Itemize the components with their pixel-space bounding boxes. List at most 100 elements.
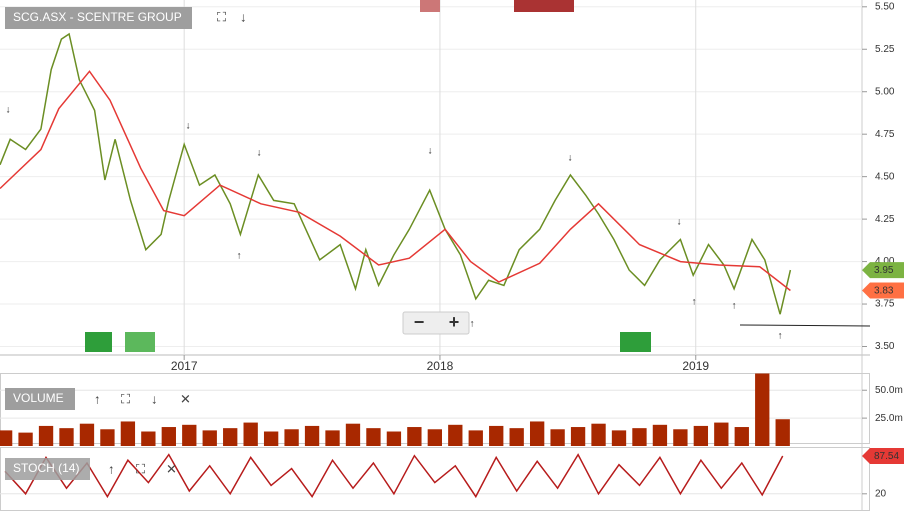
chart-title: SCG.ASX - SCENTRE GROUP — [13, 10, 182, 24]
signal-block — [620, 332, 651, 352]
last-value-label: 3.83 — [874, 286, 894, 297]
y-tick-label: 4.50 — [875, 171, 895, 182]
x-tick-label: 2018 — [427, 359, 454, 373]
value-tag — [862, 447, 904, 464]
zoom-controls[interactable] — [402, 311, 470, 335]
series-line — [0, 70, 791, 292]
volume-bar — [693, 425, 709, 446]
volume-bar — [18, 432, 33, 446]
volume-bar — [223, 428, 238, 446]
volume-bar — [734, 427, 749, 446]
volume-bar — [529, 421, 545, 446]
trend-line — [739, 324, 871, 327]
panel-border — [0, 447, 870, 511]
close-button[interactable]: ✕ — [180, 391, 191, 406]
volume-bar — [591, 423, 606, 446]
title-box — [5, 458, 90, 480]
close-button[interactable]: ✕ — [166, 461, 177, 476]
sell-arrow: ↓ — [257, 148, 262, 159]
expand-button[interactable]: ⛶ — [120, 391, 131, 406]
zoom-out[interactable]: − — [414, 312, 425, 332]
x-tick-label: 2017 — [171, 359, 198, 373]
last-value-label: 3.95 — [874, 265, 894, 276]
volume-bar — [714, 422, 729, 446]
y-tick-label: 3.75 — [875, 299, 895, 310]
y-tick-label: 5.50 — [875, 1, 895, 12]
value-tag — [862, 262, 904, 279]
volume-bar — [100, 429, 115, 446]
up-button[interactable]: ↑ — [108, 461, 115, 476]
signal-block — [420, 0, 440, 12]
y-tick-label: 5.25 — [875, 44, 895, 55]
y-tick-label: 4.00 — [875, 256, 895, 267]
volume-bar — [325, 430, 340, 446]
plot-area: 3.50 3.75 4.00 4.25 4.50 4.75 5.00 5.25 5.50 2017… — [0, 0, 904, 499]
buy-arrow: ↑ — [732, 301, 737, 312]
volume-bar — [448, 424, 463, 446]
volume-bar — [243, 422, 258, 446]
series-line — [4, 453, 784, 499]
volume-bar — [345, 423, 361, 446]
volume-bar — [0, 430, 13, 446]
title-box — [5, 388, 75, 410]
y-tick-label: 20 — [875, 488, 887, 499]
title-box — [5, 7, 192, 29]
buy-arrow: ↑ — [692, 297, 697, 308]
volume-bar — [509, 428, 524, 446]
buy-arrow: ↑ — [778, 331, 783, 342]
sell-arrow: ↓ — [428, 146, 433, 157]
volume-bar — [263, 431, 279, 446]
volume-bar — [386, 431, 402, 446]
volume-bar — [673, 429, 688, 446]
buy-arrow: ↑ — [237, 251, 242, 262]
volume-bar — [611, 430, 627, 446]
signal-block — [514, 0, 574, 12]
series-line — [0, 32, 792, 315]
volume-bar — [632, 428, 647, 446]
signal-block — [85, 332, 112, 352]
volume-bar — [775, 419, 790, 446]
down-button[interactable]: ↓ — [240, 9, 247, 24]
value-tag — [862, 282, 904, 299]
volume-bar — [161, 427, 176, 446]
sell-arrow: ↓ — [677, 217, 682, 228]
volume-bar — [120, 421, 136, 446]
zoom-in[interactable]: + — [449, 312, 460, 332]
volume-bar — [652, 424, 668, 446]
y-tick-label: 25.0m — [875, 413, 903, 424]
volume-bar — [79, 423, 95, 446]
volume-bar — [59, 428, 74, 446]
up-button[interactable]: ↑ — [94, 391, 101, 406]
sell-arrow: ↓ — [568, 153, 573, 164]
y-tick-label: 4.25 — [875, 214, 895, 225]
volume-bar — [202, 430, 217, 446]
volume-bar — [366, 428, 381, 446]
volume-bar — [38, 425, 54, 446]
y-tick-label: 5.00 — [875, 86, 895, 97]
volume-bar — [182, 424, 197, 446]
expand-button[interactable]: ⛶ — [135, 461, 146, 476]
volume-title: VOLUME — [13, 391, 64, 405]
volume-bar — [550, 429, 565, 446]
signal-block — [125, 332, 155, 352]
volume-bar — [427, 429, 442, 446]
volume-bar — [284, 429, 299, 446]
y-tick-label: 50.0m — [875, 385, 903, 396]
x-tick-label: 2019 — [682, 359, 709, 373]
sell-arrow: ↓ — [186, 121, 191, 132]
volume-bar — [468, 430, 483, 446]
volume-bar — [304, 425, 320, 446]
volume-bar — [407, 427, 422, 446]
volume-bar — [755, 373, 770, 446]
volume-bar — [489, 425, 504, 446]
signals: ↓ ↓ ↓ ↓ ↓ ↓ ↑ ↑ ↑ ↑ ↑ — [6, 105, 783, 342]
y-tick-label: 4.75 — [875, 129, 895, 140]
stoch-title: STOCH (14) — [13, 461, 79, 475]
expand-button[interactable]: ⛶ — [216, 9, 227, 24]
last-value-label: 87.54 — [874, 451, 899, 462]
buy-arrow: ↑ — [470, 319, 475, 330]
volume-bar — [570, 427, 586, 446]
down-button[interactable]: ↓ — [151, 391, 158, 406]
y-tick-label: 3.50 — [875, 341, 895, 352]
